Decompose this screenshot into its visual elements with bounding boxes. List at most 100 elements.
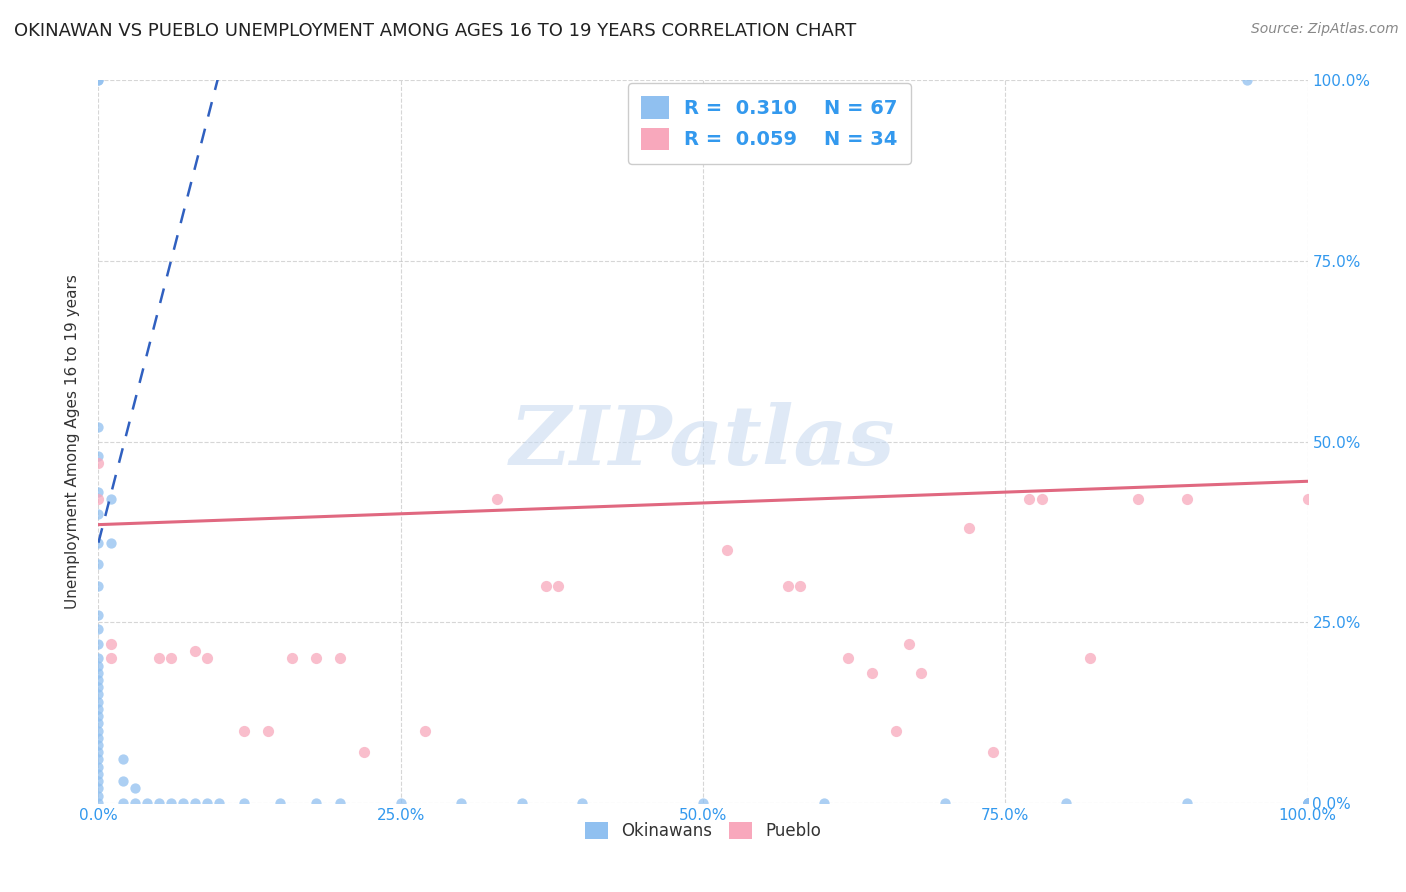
- Point: [87, 752, 110, 766]
- Point: [534, 579, 557, 593]
- Point: [100, 651, 122, 665]
- Point: [87, 420, 110, 434]
- Point: [87, 607, 110, 622]
- Point: [1078, 651, 1101, 665]
- Legend: Okinawans, Pueblo: Okinawans, Pueblo: [576, 814, 830, 848]
- Point: [87, 796, 110, 810]
- Point: [87, 716, 110, 731]
- Point: [1175, 492, 1198, 507]
- Point: [87, 658, 110, 673]
- Point: [486, 492, 509, 507]
- Point: [87, 774, 110, 789]
- Point: [195, 796, 218, 810]
- Point: [87, 558, 110, 572]
- Point: [269, 796, 291, 810]
- Point: [87, 738, 110, 752]
- Point: [87, 492, 110, 507]
- Point: [1128, 492, 1150, 507]
- Point: [87, 651, 110, 665]
- Point: [87, 760, 110, 774]
- Point: [148, 651, 170, 665]
- Point: [789, 579, 811, 593]
- Point: [111, 796, 134, 810]
- Point: [1054, 796, 1077, 810]
- Point: [957, 521, 980, 535]
- Text: OKINAWAN VS PUEBLO UNEMPLOYMENT AMONG AGES 16 TO 19 YEARS CORRELATION CHART: OKINAWAN VS PUEBLO UNEMPLOYMENT AMONG AG…: [14, 22, 856, 40]
- Point: [87, 687, 110, 701]
- Point: [353, 745, 375, 759]
- Point: [87, 535, 110, 549]
- Point: [450, 796, 472, 810]
- Point: [87, 673, 110, 687]
- Point: [87, 723, 110, 738]
- Point: [305, 651, 328, 665]
- Point: [87, 623, 110, 637]
- Point: [100, 492, 122, 507]
- Point: [87, 665, 110, 680]
- Point: [87, 449, 110, 463]
- Point: [172, 796, 194, 810]
- Point: [776, 579, 799, 593]
- Point: [571, 796, 593, 810]
- Point: [510, 796, 533, 810]
- Point: [87, 767, 110, 781]
- Point: [1296, 796, 1319, 810]
- Point: [1296, 796, 1319, 810]
- Point: [148, 796, 170, 810]
- Point: [87, 709, 110, 723]
- Point: [87, 745, 110, 759]
- Point: [1018, 492, 1040, 507]
- Point: [100, 535, 122, 549]
- Point: [305, 796, 328, 810]
- Point: [897, 637, 920, 651]
- Point: [87, 789, 110, 803]
- Point: [232, 723, 254, 738]
- Point: [184, 644, 207, 658]
- Text: ZIPatlas: ZIPatlas: [510, 401, 896, 482]
- Point: [87, 680, 110, 694]
- Point: [87, 637, 110, 651]
- Point: [160, 796, 183, 810]
- Point: [886, 723, 908, 738]
- Point: [329, 651, 352, 665]
- Point: [413, 723, 436, 738]
- Point: [256, 723, 278, 738]
- Point: [1296, 796, 1319, 810]
- Point: [87, 702, 110, 716]
- Point: [87, 781, 110, 796]
- Point: [1296, 796, 1319, 810]
- Point: [389, 796, 412, 810]
- Point: [1031, 492, 1053, 507]
- Point: [111, 774, 134, 789]
- Point: [1296, 796, 1319, 810]
- Point: [100, 637, 122, 651]
- Text: Source: ZipAtlas.com: Source: ZipAtlas.com: [1251, 22, 1399, 37]
- Point: [184, 796, 207, 810]
- Point: [208, 796, 231, 810]
- Point: [195, 651, 218, 665]
- Point: [1296, 492, 1319, 507]
- Point: [87, 695, 110, 709]
- Point: [1236, 73, 1258, 87]
- Point: [813, 796, 835, 810]
- Point: [124, 796, 146, 810]
- Point: [910, 665, 932, 680]
- Point: [934, 796, 956, 810]
- Point: [87, 731, 110, 745]
- Point: [87, 73, 110, 87]
- Point: [692, 796, 714, 810]
- Point: [329, 796, 352, 810]
- Point: [87, 456, 110, 470]
- Point: [87, 485, 110, 500]
- Point: [860, 665, 883, 680]
- Point: [1296, 796, 1319, 810]
- Point: [87, 507, 110, 521]
- Point: [135, 796, 157, 810]
- Point: [981, 745, 1004, 759]
- Point: [232, 796, 254, 810]
- Point: [1175, 796, 1198, 810]
- Point: [716, 542, 738, 557]
- Point: [87, 579, 110, 593]
- Point: [124, 781, 146, 796]
- Point: [547, 579, 569, 593]
